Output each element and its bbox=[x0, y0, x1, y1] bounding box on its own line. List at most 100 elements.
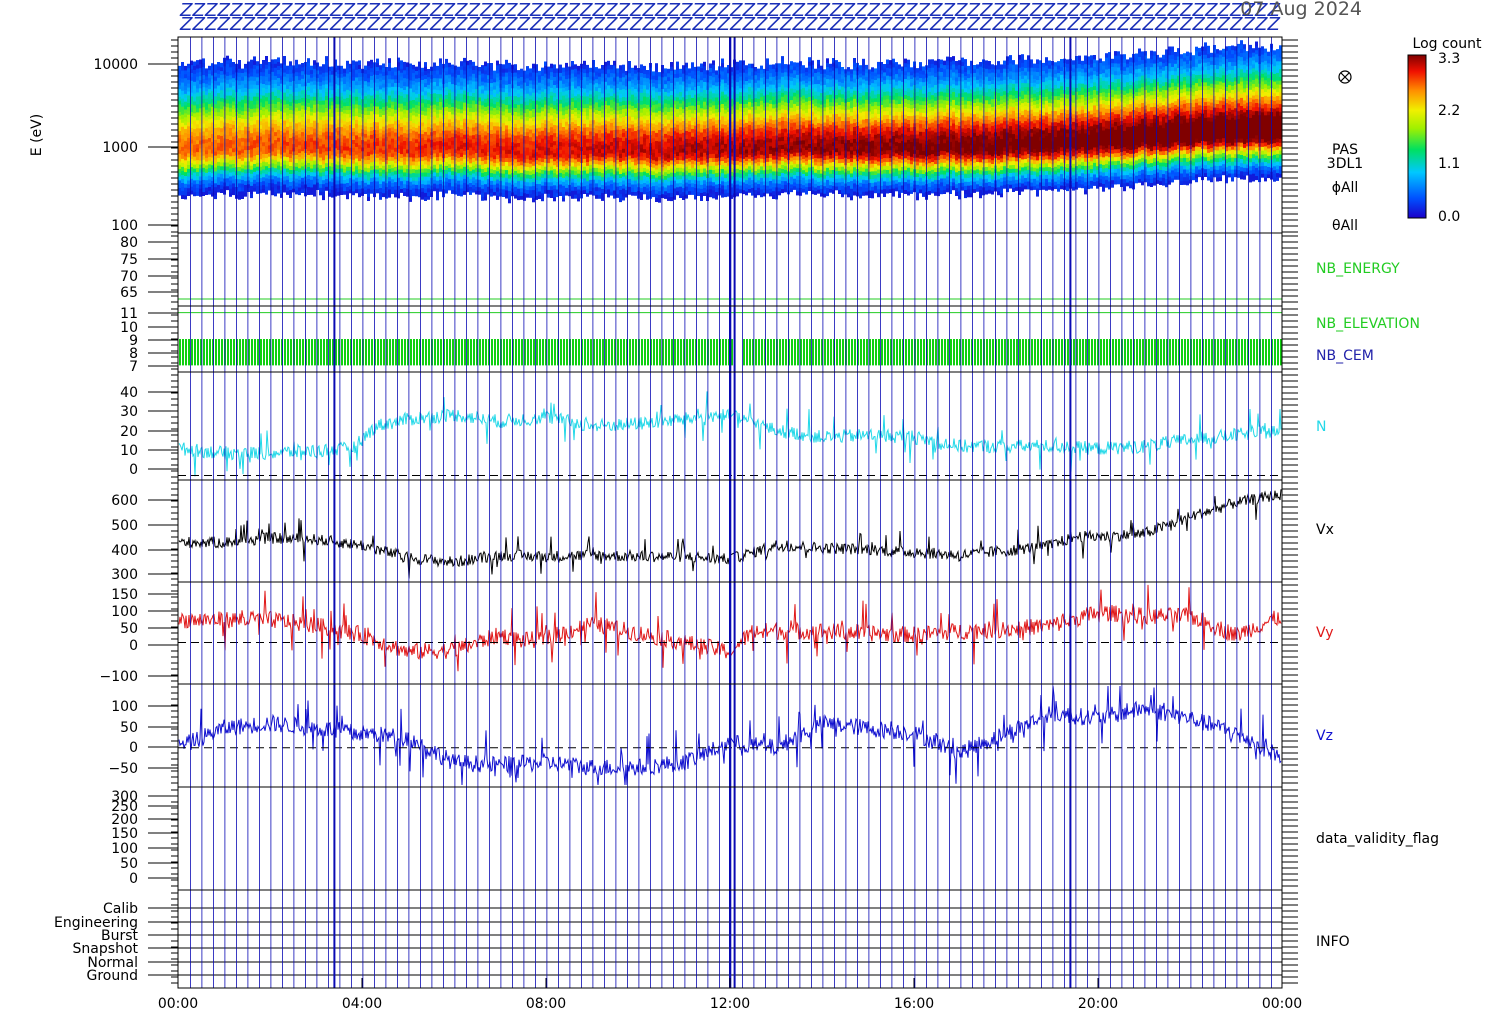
spectrogram-cell bbox=[538, 123, 541, 128]
spectrogram-cell bbox=[454, 99, 457, 104]
spectrogram-cell bbox=[601, 136, 604, 142]
spectrogram-cell bbox=[421, 125, 424, 131]
spectrogram-cell bbox=[358, 108, 361, 114]
spectrogram-cell bbox=[301, 123, 304, 129]
spectrogram-cell bbox=[286, 164, 289, 169]
spectrogram-cell bbox=[535, 179, 538, 184]
spectrogram-cell bbox=[574, 68, 577, 73]
spectrogram-cell bbox=[514, 162, 517, 168]
spectrogram-cell bbox=[418, 121, 421, 126]
spectrogram-cell bbox=[445, 145, 448, 151]
spectrogram-cell bbox=[184, 132, 187, 137]
spectrogram-cell bbox=[415, 97, 418, 102]
spectrogram-cell bbox=[466, 176, 469, 181]
spectrogram-cell bbox=[352, 171, 355, 176]
spectrogram-cell bbox=[256, 158, 259, 163]
spectrogram-cell bbox=[202, 187, 205, 192]
spectrogram-cell bbox=[205, 172, 208, 177]
spectrogram-cell bbox=[538, 97, 541, 102]
spectrogram-cell bbox=[196, 155, 199, 161]
spectrogram-cell bbox=[328, 169, 331, 174]
spectrogram-cell bbox=[526, 150, 529, 156]
spectrogram-cell bbox=[388, 95, 391, 100]
spectrogram-cell bbox=[460, 187, 463, 193]
spectrogram-cell bbox=[487, 63, 490, 68]
spectrogram-cell bbox=[496, 154, 499, 160]
spectrogram-cell bbox=[457, 180, 460, 185]
spectrogram-cell bbox=[322, 108, 325, 113]
spectrogram-cell bbox=[481, 104, 484, 110]
spectrogram-cell bbox=[601, 188, 604, 193]
spectrogram-cell bbox=[457, 146, 460, 151]
spectrogram-cell bbox=[469, 103, 472, 108]
spectrogram-cell bbox=[505, 88, 508, 93]
spectrogram-cell bbox=[490, 109, 493, 115]
spectrogram-cell bbox=[286, 156, 289, 161]
spectrogram-cell bbox=[193, 104, 196, 110]
spectrogram-cell bbox=[493, 125, 496, 130]
spectrogram-cell bbox=[238, 178, 241, 184]
spectrogram-cell bbox=[610, 152, 613, 158]
spectrogram-cell bbox=[196, 60, 199, 65]
spectrogram-cell bbox=[505, 76, 508, 81]
spectrogram-cell bbox=[595, 190, 598, 195]
spectrogram-cell bbox=[241, 137, 244, 142]
spectrogram-cell bbox=[589, 190, 592, 195]
spectrogram-cell bbox=[355, 80, 358, 86]
spectrogram-cell bbox=[595, 105, 598, 111]
spectrogram-cell bbox=[427, 187, 430, 193]
spectrogram-cell bbox=[433, 130, 436, 135]
spectrogram-cell bbox=[298, 152, 301, 157]
spectrogram-cell bbox=[598, 160, 601, 165]
spectrogram-cell bbox=[349, 63, 352, 69]
spectrogram-cell bbox=[436, 140, 439, 146]
spectrogram-cell bbox=[214, 103, 217, 109]
spectrogram-cell bbox=[469, 178, 472, 183]
spectrogram-cell bbox=[331, 78, 334, 83]
spectrogram-cell bbox=[268, 186, 271, 191]
spectrogram-cell bbox=[346, 68, 349, 74]
spectrogram-cell bbox=[193, 187, 196, 193]
spectrogram-cell bbox=[394, 173, 397, 179]
spectrogram-cell bbox=[523, 104, 526, 110]
spectrogram-cell bbox=[232, 139, 235, 145]
spectrogram-cell bbox=[484, 167, 487, 172]
spectrogram-cell bbox=[385, 147, 388, 153]
spectrogram-cell bbox=[196, 111, 199, 117]
spectrogram-cell bbox=[592, 87, 595, 93]
spectrogram-cell bbox=[343, 94, 346, 99]
spectrogram-cell bbox=[493, 85, 496, 90]
spectrogram-cell bbox=[523, 146, 526, 152]
spectrogram-cell bbox=[340, 160, 343, 165]
spectrogram-cell bbox=[574, 111, 577, 116]
spectrogram-cell bbox=[544, 166, 547, 171]
spectrogram-cell bbox=[334, 87, 337, 93]
spectrogram-cell bbox=[229, 184, 232, 189]
spectrogram-cell bbox=[562, 71, 565, 76]
spectrogram-cell bbox=[358, 92, 361, 98]
spectrogram-cell bbox=[277, 177, 280, 182]
spectrogram-cell bbox=[211, 145, 214, 150]
spectrogram-cell bbox=[529, 151, 532, 157]
spectrogram-cell bbox=[232, 151, 235, 157]
spectrogram-cell bbox=[409, 79, 412, 85]
spectrogram-cell bbox=[595, 101, 598, 107]
spectrogram-cell bbox=[391, 189, 394, 195]
spectrogram-cell bbox=[301, 184, 304, 190]
spectrogram-cell bbox=[427, 153, 430, 158]
spectrogram-cell bbox=[436, 188, 439, 193]
spectrogram-cell bbox=[520, 95, 523, 100]
spectrogram-cell bbox=[268, 110, 271, 116]
spectrogram-cell bbox=[544, 119, 547, 125]
spectrogram-cell bbox=[505, 193, 508, 199]
spectrogram-cell bbox=[259, 105, 262, 110]
spectrogram-cell bbox=[205, 179, 208, 184]
spectrogram-cell bbox=[334, 171, 337, 177]
spectrogram-cell bbox=[502, 149, 505, 155]
spectrogram-cell bbox=[313, 132, 316, 137]
spectrogram-cell bbox=[295, 122, 298, 128]
spectrogram-cell bbox=[262, 118, 265, 123]
spectrogram-cell bbox=[532, 132, 535, 138]
spectrogram-cell bbox=[334, 151, 337, 157]
spectrogram-cell bbox=[421, 148, 424, 154]
